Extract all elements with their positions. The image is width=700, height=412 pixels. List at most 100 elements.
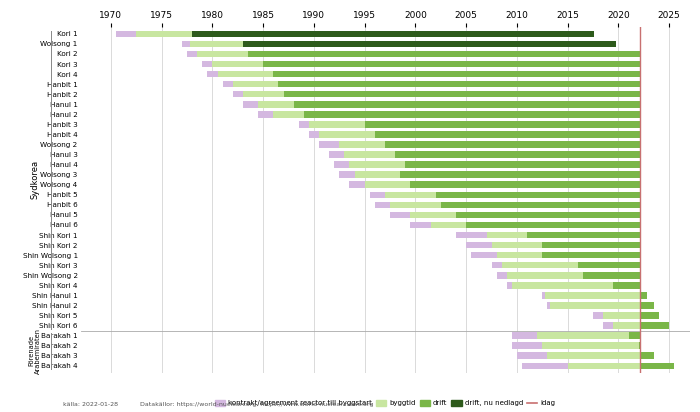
Bar (390, 212, 410, 218)
Bar (517, 353, 547, 359)
Text: Förenade
Arabemiraten: Förenade Arabemiraten (28, 328, 41, 374)
Bar (522, 363, 568, 369)
Bar (365, 121, 640, 128)
Bar (512, 342, 542, 349)
Bar (583, 272, 640, 279)
Bar (243, 101, 258, 108)
Bar (578, 262, 640, 269)
Bar (640, 353, 654, 359)
Bar (603, 322, 613, 329)
Bar (258, 101, 294, 108)
Bar (385, 192, 435, 198)
Bar (466, 242, 491, 248)
Bar (400, 171, 640, 178)
Bar (593, 312, 603, 319)
Bar (304, 111, 640, 117)
Bar (410, 212, 456, 218)
Bar (405, 162, 640, 168)
Bar (507, 282, 512, 288)
Bar (223, 81, 233, 87)
Bar (640, 322, 669, 329)
Bar (248, 51, 640, 57)
Bar (329, 151, 344, 158)
Bar (390, 201, 441, 208)
Bar (491, 242, 542, 248)
Bar (613, 322, 669, 329)
Bar (187, 51, 197, 57)
Bar (197, 51, 248, 57)
Bar (486, 232, 527, 238)
Bar (193, 30, 594, 37)
Bar (385, 141, 640, 148)
Bar (456, 232, 486, 238)
Bar (335, 162, 349, 168)
Bar (243, 41, 617, 47)
Bar (202, 61, 213, 67)
Bar (319, 131, 375, 138)
Bar (299, 121, 309, 128)
Bar (435, 192, 640, 198)
Bar (190, 41, 243, 47)
Bar (512, 332, 538, 339)
Bar (284, 91, 640, 98)
Bar (410, 181, 640, 188)
Bar (294, 101, 640, 108)
Bar (349, 162, 405, 168)
Bar (568, 363, 674, 369)
Bar (542, 252, 640, 258)
Bar (263, 61, 640, 67)
Text: källa: 2022-01-28: källa: 2022-01-28 (63, 402, 118, 407)
Bar (466, 222, 640, 228)
Bar (603, 312, 659, 319)
Bar (355, 171, 400, 178)
Bar (640, 363, 674, 369)
Bar (613, 282, 640, 288)
Bar (502, 262, 578, 269)
Legend: kontrakt/agreement reactor till byggstart, byggtid, drift, drift, nu nedlagd, id: kontrakt/agreement reactor till byggstar… (212, 398, 558, 409)
Bar (274, 71, 640, 77)
Bar (410, 222, 430, 228)
Bar (309, 121, 365, 128)
Bar (545, 292, 647, 299)
Bar (243, 91, 284, 98)
Bar (456, 212, 640, 218)
Bar (640, 292, 647, 299)
Bar (550, 302, 654, 309)
Bar (279, 81, 640, 87)
Bar (527, 232, 640, 238)
Bar (497, 252, 542, 258)
Bar (629, 332, 640, 339)
Bar (319, 141, 339, 148)
Bar (497, 272, 507, 279)
Bar (232, 81, 279, 87)
Text: Sydkorea: Sydkorea (30, 160, 39, 199)
Text: Datakällor: https://world-nuclearcorg, https://www.world-nuclear-news.org: Datakällor: https://world-nuclearcorg, h… (140, 402, 373, 407)
Bar (309, 131, 319, 138)
Bar (340, 141, 385, 148)
Bar (340, 171, 355, 178)
Bar (218, 71, 274, 77)
Bar (182, 41, 190, 47)
Bar (471, 252, 497, 258)
Bar (395, 151, 640, 158)
Bar (349, 181, 365, 188)
Bar (207, 71, 218, 77)
Bar (430, 222, 466, 228)
Bar (542, 342, 639, 349)
Bar (640, 312, 659, 319)
Bar (441, 201, 640, 208)
Bar (232, 91, 243, 98)
Bar (547, 302, 550, 309)
Bar (375, 201, 390, 208)
Bar (547, 353, 654, 359)
Bar (542, 292, 545, 299)
Bar (213, 61, 263, 67)
Bar (370, 192, 385, 198)
Bar (507, 272, 583, 279)
Bar (638, 342, 640, 349)
Bar (640, 302, 654, 309)
Bar (274, 111, 304, 117)
Bar (542, 242, 640, 248)
Bar (344, 151, 395, 158)
Bar (375, 131, 640, 138)
